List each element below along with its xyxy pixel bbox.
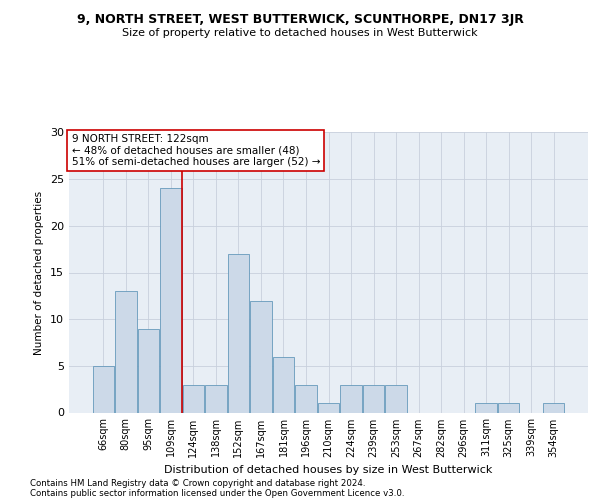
Bar [475, 403, 497, 412]
Bar [318, 403, 339, 412]
Bar [182, 384, 204, 412]
Bar [340, 384, 362, 412]
Bar [273, 356, 294, 412]
Bar [205, 384, 227, 412]
Bar [543, 403, 565, 412]
Text: 9, NORTH STREET, WEST BUTTERWICK, SCUNTHORPE, DN17 3JR: 9, NORTH STREET, WEST BUTTERWICK, SCUNTH… [77, 12, 523, 26]
Bar [228, 254, 249, 412]
X-axis label: Distribution of detached houses by size in West Butterwick: Distribution of detached houses by size … [164, 465, 493, 475]
Bar [250, 300, 272, 412]
Bar [92, 366, 114, 412]
Bar [385, 384, 407, 412]
Bar [295, 384, 317, 412]
Bar [115, 291, 137, 412]
Text: Contains public sector information licensed under the Open Government Licence v3: Contains public sector information licen… [30, 488, 404, 498]
Bar [137, 328, 159, 412]
Bar [498, 403, 520, 412]
Y-axis label: Number of detached properties: Number of detached properties [34, 190, 44, 354]
Text: 9 NORTH STREET: 122sqm
← 48% of detached houses are smaller (48)
51% of semi-det: 9 NORTH STREET: 122sqm ← 48% of detached… [71, 134, 320, 167]
Text: Contains HM Land Registry data © Crown copyright and database right 2024.: Contains HM Land Registry data © Crown c… [30, 478, 365, 488]
Bar [160, 188, 182, 412]
Bar [363, 384, 384, 412]
Text: Size of property relative to detached houses in West Butterwick: Size of property relative to detached ho… [122, 28, 478, 38]
